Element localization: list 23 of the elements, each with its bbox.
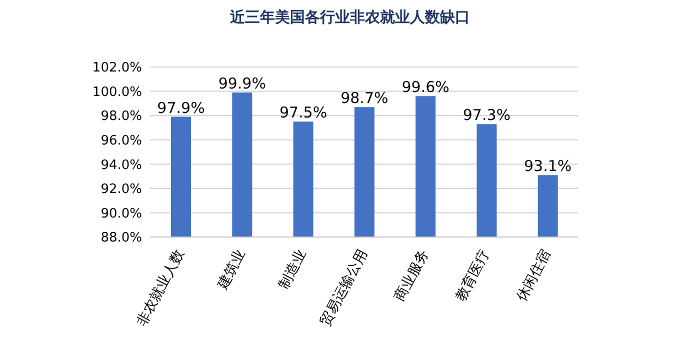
chart-title: 近三年美国各行业非农就业人数缺口 [229, 8, 471, 27]
y-tick-label: 88.0% [100, 230, 142, 246]
y-tick-label: 100.0% [92, 84, 142, 100]
x-tick-label: 商业服务 [392, 247, 432, 304]
y-tick-label: 98.0% [100, 109, 142, 124]
x-tick-label: 制造业 [276, 247, 310, 292]
data-label: 99.9% [218, 74, 266, 92]
y-tick-label: 92.0% [100, 182, 142, 198]
data-label: 93.1% [524, 157, 572, 176]
y-tick-label: 102.0% [92, 60, 142, 76]
x-tick-label: 非农就业人数 [134, 247, 188, 329]
data-label: 97.9% [157, 98, 205, 117]
data-label: 99.6% [402, 78, 450, 96]
x-tick-label: 休闲住宿 [514, 247, 554, 304]
data-label: 97.5% [279, 104, 328, 122]
data-label: 98.7% [340, 89, 388, 108]
x-tick-label: 贸易运输公用 [317, 247, 371, 329]
y-tick-label: 90.0% [100, 206, 142, 222]
data-label: 97.3% [462, 106, 511, 124]
y-tick-label: 94.0% [100, 158, 142, 173]
x-tick-label: 建筑业 [214, 247, 249, 293]
x-tick-label: 教育医疗 [452, 246, 494, 304]
y-tick-label: 96.0% [100, 133, 142, 148]
